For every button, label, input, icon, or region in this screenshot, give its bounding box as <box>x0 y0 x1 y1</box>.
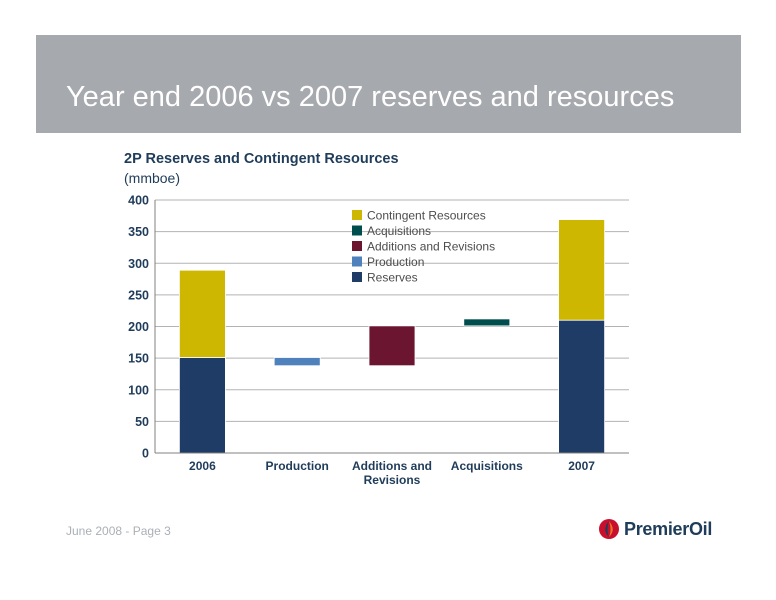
bar-production-production <box>273 357 321 367</box>
premier-oil-logo: PremierOil <box>598 516 712 542</box>
legend-label-acquisitions: Acquisitions <box>367 224 431 238</box>
logo-text: PremierOil <box>624 518 713 539</box>
oil-drop-logo-icon <box>599 519 619 539</box>
chart-subtitle: (mmboe) <box>124 170 181 186</box>
x-tick-label: Acquisitions <box>451 459 523 473</box>
legend-label-reserves: Reserves <box>367 271 418 285</box>
legend-swatch-acquisitions <box>352 225 362 236</box>
legend-label-contingent-resources: Contingent Resources <box>367 209 486 223</box>
y-tick-label: 350 <box>128 225 149 239</box>
y-tick-label: 0 <box>142 447 149 461</box>
y-tick-label: 50 <box>135 415 149 429</box>
y-tick-label: 100 <box>128 383 149 397</box>
title-bar: Year end 2006 vs 2007 reserves and resou… <box>36 35 741 133</box>
x-tick-label: 2006 <box>189 459 216 473</box>
bar-2007-contingent-resources <box>558 219 605 321</box>
y-tick-label: 200 <box>128 320 149 334</box>
legend-swatch-reserves <box>352 272 362 282</box>
x-tick-label: Additions and <box>352 459 432 473</box>
x-tick-label: Revisions <box>364 473 421 487</box>
y-tick-label: 300 <box>128 257 149 271</box>
bar-additions-and-revisions-additions-and-revisions <box>368 325 416 367</box>
legend-label-additions-and-revisions: Additions and Revisions <box>367 240 495 254</box>
legend-label-production: Production <box>367 255 424 269</box>
x-tick-label: 2007 <box>568 459 595 473</box>
footer-page-label: June 2008 - Page 3 <box>66 524 171 538</box>
y-tick-label: 250 <box>128 288 149 302</box>
y-tick-label: 150 <box>128 352 149 366</box>
chart-title: 2P Reserves and Contingent Resources <box>124 151 399 167</box>
legend-swatch-contingent-resources <box>352 210 362 220</box>
bar-2006-contingent-resources <box>178 269 226 358</box>
bar-2006-reserves <box>178 357 226 454</box>
slide-title: Year end 2006 vs 2007 reserves and resou… <box>66 81 675 113</box>
legend-swatch-additions-and-revisions <box>352 241 362 251</box>
bar-2007-reserves <box>558 319 605 454</box>
y-tick-label: 400 <box>128 194 149 208</box>
x-tick-label: Production <box>266 459 329 473</box>
bar-acquisitions-acquisitions <box>463 318 511 327</box>
legend-swatch-production <box>352 256 362 267</box>
